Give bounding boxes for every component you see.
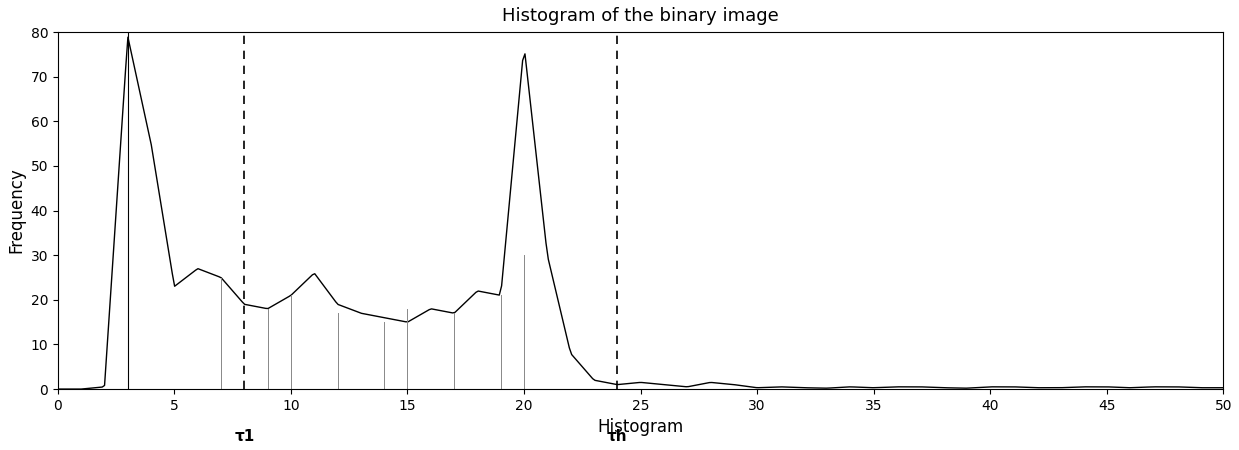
Text: τh: τh [607, 429, 628, 444]
Text: τ1: τ1 [234, 429, 254, 444]
Title: Histogram of the binary image: Histogram of the binary image [502, 7, 779, 25]
X-axis label: Histogram: Histogram [597, 418, 684, 436]
Y-axis label: Frequency: Frequency [7, 168, 25, 253]
